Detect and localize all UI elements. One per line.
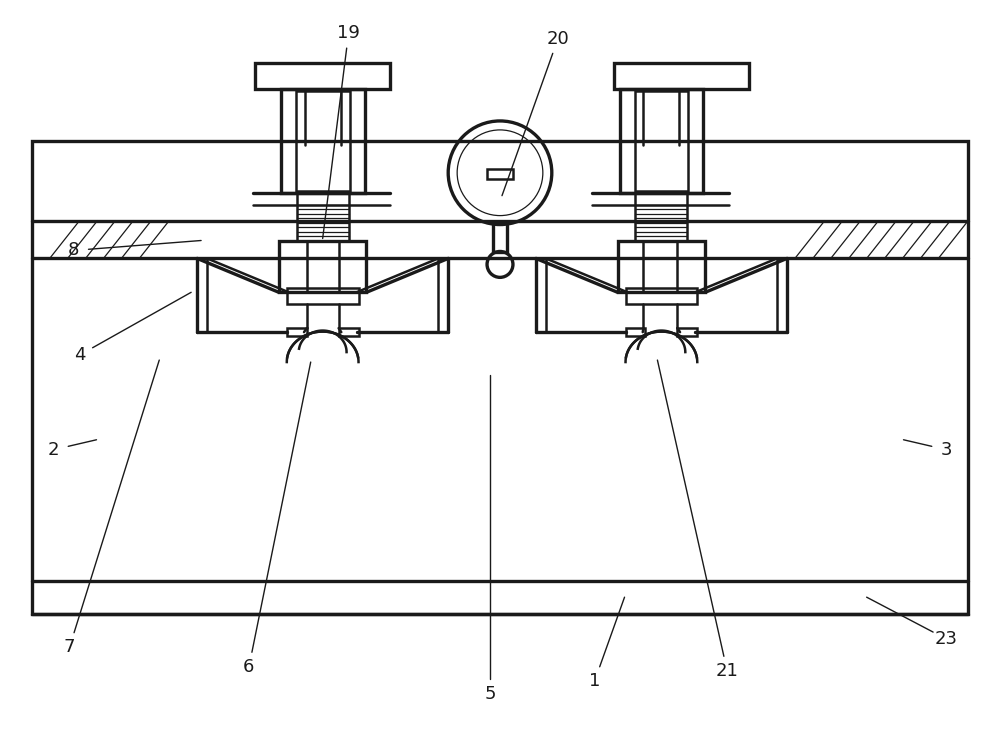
- Text: 8: 8: [68, 242, 79, 260]
- Bar: [677, 328, 697, 336]
- Bar: [281, 89, 365, 193]
- Bar: [339, 328, 359, 336]
- Text: 23: 23: [935, 630, 958, 648]
- Text: 20: 20: [546, 30, 569, 48]
- Bar: [487, 169, 513, 178]
- Text: 4: 4: [74, 346, 85, 364]
- Text: 1: 1: [589, 672, 600, 690]
- Bar: [618, 241, 705, 292]
- Bar: [626, 288, 697, 304]
- Text: 7: 7: [64, 638, 75, 656]
- Bar: [626, 328, 645, 336]
- Bar: [287, 288, 359, 304]
- Bar: [32, 141, 968, 614]
- Text: 5: 5: [484, 685, 496, 703]
- Text: 21: 21: [716, 662, 739, 680]
- Bar: [287, 328, 307, 336]
- Text: 2: 2: [48, 441, 59, 459]
- Bar: [255, 63, 390, 89]
- Bar: [296, 91, 350, 190]
- Text: 19: 19: [337, 24, 360, 42]
- Bar: [279, 241, 366, 292]
- Text: 6: 6: [243, 658, 255, 676]
- Bar: [635, 91, 688, 190]
- Text: 3: 3: [941, 441, 952, 459]
- Bar: [614, 63, 749, 89]
- Bar: [620, 89, 703, 193]
